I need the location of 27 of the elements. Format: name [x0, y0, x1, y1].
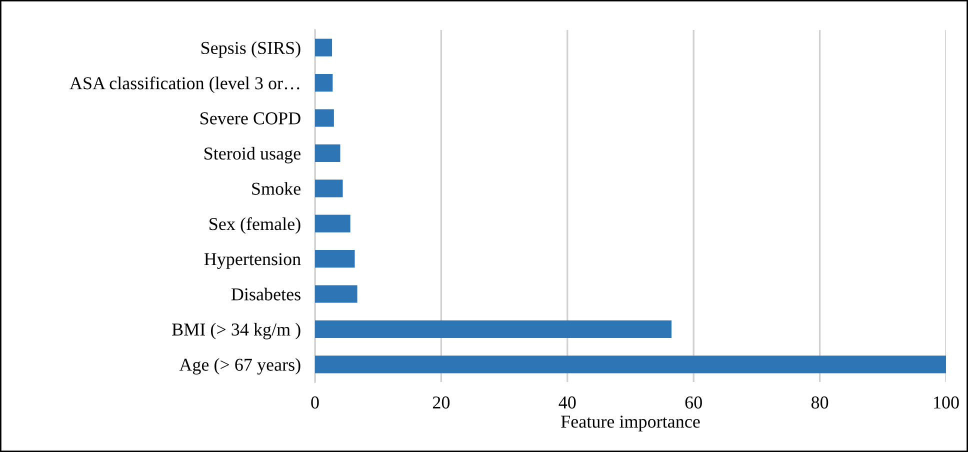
bar [315, 109, 334, 127]
y-tick-label: Smoke [252, 182, 300, 195]
y-tick-label: Sepsis (SIRS) [201, 41, 300, 58]
x-tick-label: 100 [934, 396, 959, 409]
x-axis-title: Feature importance [561, 416, 700, 432]
y-tick-label: Hypertension [204, 253, 301, 269]
bar [315, 356, 946, 374]
y-tick-label: Disabetes [231, 288, 300, 300]
bar [315, 144, 340, 162]
x-tick-label: 20 [432, 396, 450, 409]
x-tick-label: 0 [311, 396, 319, 409]
x-tick-label: 60 [685, 396, 702, 409]
y-tick-label: Steroid usage [204, 146, 300, 164]
bar [315, 180, 343, 198]
bar [315, 214, 350, 232]
y-tick-label: ASA classification (level 3 or… [70, 76, 300, 93]
y-tick-label: BMI (> 34 kg/m ) [172, 322, 300, 340]
bar [315, 320, 672, 338]
bar [315, 38, 332, 56]
x-tick-label: 80 [811, 396, 828, 409]
bar [315, 74, 333, 92]
y-tick-label: Severe COPD [200, 112, 300, 124]
bar [315, 250, 355, 268]
x-tick-label: 40 [558, 396, 576, 409]
y-tick-label: Sex (female) [210, 217, 300, 234]
y-tick-label: Age (> 67 years) [179, 358, 300, 375]
bar [315, 285, 358, 303]
